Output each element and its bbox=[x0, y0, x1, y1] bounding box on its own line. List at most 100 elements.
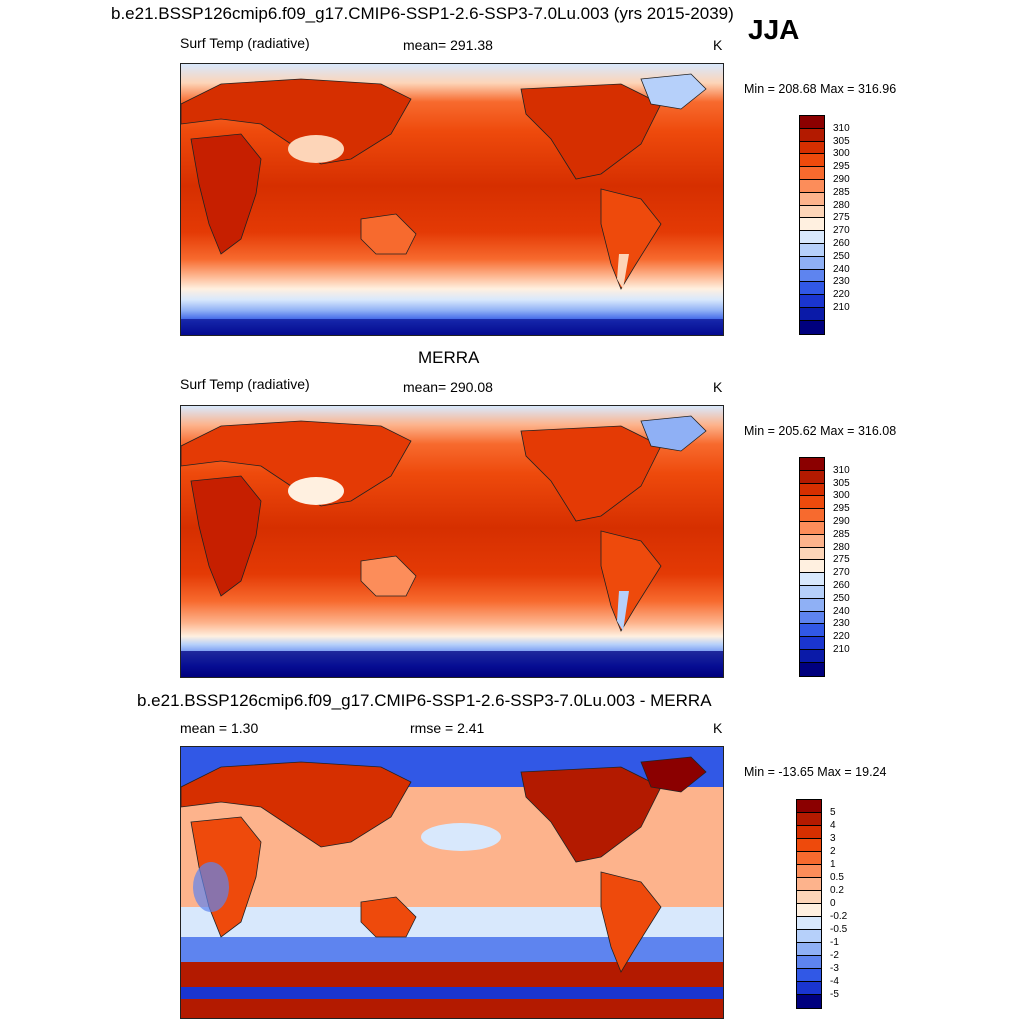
colorbar-swatch bbox=[797, 878, 821, 891]
panel3-title: b.e21.BSSP126cmip6.f09_g17.CMIP6-SSP1-2.… bbox=[137, 691, 712, 710]
colorbar-tick-label: 1 bbox=[830, 859, 836, 870]
merra-surface-temperature-map bbox=[180, 405, 724, 678]
colorbar-tick-label: 5 bbox=[830, 807, 836, 818]
colorbar-swatch bbox=[800, 598, 824, 612]
colorbar-tick-label: 270 bbox=[833, 225, 850, 237]
colorbar-tick-label: 285 bbox=[833, 528, 850, 540]
colorbar-swatch bbox=[800, 243, 824, 257]
colorbar-tick-label: -2 bbox=[830, 950, 839, 961]
colorbar-swatch bbox=[800, 573, 824, 586]
colorbar-tick-label: -4 bbox=[830, 976, 839, 987]
colorbar-tick-label: 220 bbox=[833, 289, 850, 301]
colorbar-swatch bbox=[797, 943, 821, 956]
colorbar-tick-label: 3 bbox=[830, 833, 836, 844]
colorbar-tick-label: 270 bbox=[833, 567, 850, 579]
colorbar-tick-label: 280 bbox=[833, 199, 850, 211]
colorbar-swatch bbox=[800, 307, 824, 321]
colorbar-swatch bbox=[800, 624, 824, 638]
colorbar-swatch bbox=[797, 995, 821, 1008]
colorbar-swatch bbox=[800, 521, 824, 535]
colorbar-swatch bbox=[800, 547, 824, 561]
colorbar-tick-label: 285 bbox=[833, 186, 850, 198]
colorbar-tick-label: 0 bbox=[830, 898, 836, 909]
colorbar-swatch bbox=[797, 839, 821, 852]
colorbar-tick-label: 260 bbox=[833, 238, 850, 249]
colorbar-tick-label: 310 bbox=[833, 464, 850, 476]
colorbar-difference bbox=[796, 799, 822, 1009]
colorbar-swatch bbox=[797, 813, 821, 826]
colorbar-swatch bbox=[800, 205, 824, 219]
colorbar-swatch bbox=[797, 982, 821, 995]
colorbar-swatch bbox=[800, 192, 824, 206]
panel2-title: MERRA bbox=[418, 348, 480, 367]
colorbar-tick-label: -0.2 bbox=[830, 911, 848, 922]
colorbar-tick-label: 0.2 bbox=[830, 885, 844, 896]
colorbar-tick-label: 310 bbox=[833, 122, 850, 134]
colorbar-swatch bbox=[797, 800, 821, 813]
model-surface-temperature-map bbox=[180, 63, 724, 336]
colorbar-tick-label: 250 bbox=[833, 250, 850, 262]
colorbar-tick-label: 300 bbox=[833, 490, 850, 502]
colorbar-swatch bbox=[800, 637, 824, 650]
colorbar-swatch bbox=[797, 904, 821, 917]
colorbar-swatch bbox=[797, 956, 821, 969]
panel2-units: K bbox=[713, 379, 723, 395]
panel3-mean: mean = 1.30 bbox=[180, 720, 259, 736]
colorbar-absolute-2 bbox=[799, 457, 825, 677]
colorbar-swatch bbox=[800, 231, 824, 244]
colorbar-swatch bbox=[800, 128, 824, 142]
colorbar-swatch bbox=[800, 458, 824, 471]
colorbar-swatch bbox=[800, 179, 824, 193]
colorbar-absolute-1 bbox=[799, 115, 825, 335]
colorbar-swatch bbox=[800, 585, 824, 599]
colorbar-tick-label: 280 bbox=[833, 541, 850, 553]
colorbar-swatch bbox=[800, 269, 824, 283]
panel3-units: K bbox=[713, 720, 723, 736]
colorbar-swatch bbox=[800, 256, 824, 270]
colorbar-tick-label: 240 bbox=[833, 263, 850, 275]
colorbar-swatch bbox=[800, 218, 824, 232]
colorbar-swatch bbox=[800, 295, 824, 308]
colorbar-tick-label: 240 bbox=[833, 605, 850, 617]
colorbar-swatch bbox=[797, 930, 821, 943]
panel3-minmax: Min = -13.65 Max = 19.24 bbox=[744, 765, 887, 779]
colorbar-tick-label: 305 bbox=[833, 477, 850, 489]
panel1-units: K bbox=[713, 37, 723, 53]
colorbar-swatch bbox=[800, 470, 824, 484]
colorbar-swatch bbox=[797, 852, 821, 865]
season-label: JJA bbox=[748, 14, 800, 45]
colorbar-tick-label: 2 bbox=[830, 846, 836, 857]
panel1-title: b.e21.BSSP126cmip6.f09_g17.CMIP6-SSP1-2.… bbox=[111, 4, 734, 23]
colorbar-swatch bbox=[800, 154, 824, 168]
colorbar-swatch bbox=[800, 560, 824, 574]
colorbar-swatch bbox=[797, 826, 821, 839]
colorbar-swatch bbox=[800, 611, 824, 625]
colorbar-swatch bbox=[800, 662, 824, 676]
colorbar-swatch bbox=[800, 167, 824, 180]
colorbar-swatch bbox=[800, 483, 824, 497]
colorbar-tick-label: -0.5 bbox=[830, 924, 848, 935]
panel2-minmax: Min = 205.62 Max = 316.08 bbox=[744, 424, 897, 438]
colorbar-swatch bbox=[800, 116, 824, 129]
colorbar-swatch bbox=[797, 865, 821, 878]
colorbar-tick-label: 300 bbox=[833, 148, 850, 160]
panel1-minmax: Min = 208.68 Max = 316.96 bbox=[744, 82, 897, 96]
colorbar-tick-label: 0.5 bbox=[830, 872, 844, 883]
colorbar-tick-label: -1 bbox=[830, 937, 839, 948]
colorbar-tick-label: 275 bbox=[833, 554, 850, 566]
colorbar-swatch bbox=[800, 320, 824, 334]
panel1-mean: mean= 291.38 bbox=[403, 37, 493, 53]
colorbar-swatch bbox=[800, 496, 824, 510]
colorbar-tick-label: 230 bbox=[833, 276, 850, 288]
colorbar-tick-label: 305 bbox=[833, 135, 850, 147]
colorbar-tick-label: 290 bbox=[833, 174, 850, 185]
colorbar-tick-label: 220 bbox=[833, 631, 850, 643]
colorbar-swatch bbox=[797, 891, 821, 904]
panel2-variable: Surf Temp (radiative) bbox=[180, 376, 310, 392]
colorbar-tick-label: 250 bbox=[833, 592, 850, 604]
colorbar-tick-label: 295 bbox=[833, 161, 850, 173]
colorbar-tick-label: 210 bbox=[833, 302, 850, 313]
colorbar-tick-label: 275 bbox=[833, 212, 850, 224]
panel2-mean: mean= 290.08 bbox=[403, 379, 493, 395]
colorbar-swatch bbox=[800, 282, 824, 296]
